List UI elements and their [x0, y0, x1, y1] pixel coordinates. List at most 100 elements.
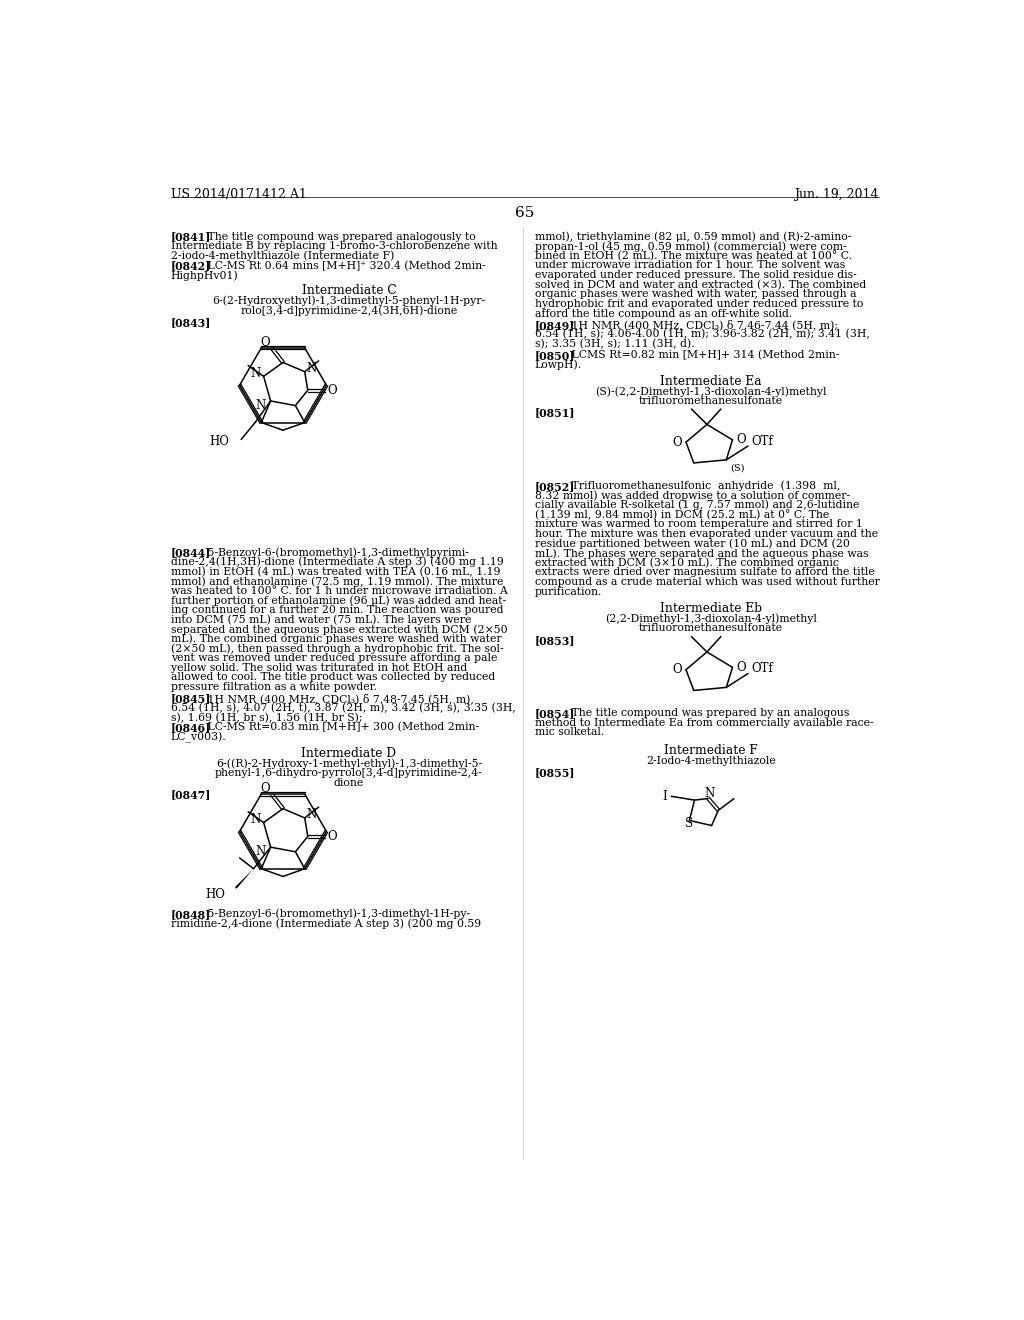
Text: evaporated under reduced pressure. The solid residue dis-: evaporated under reduced pressure. The s…	[535, 271, 857, 280]
Text: Intermediate Eb: Intermediate Eb	[659, 602, 762, 615]
Text: O: O	[673, 436, 682, 449]
Text: N: N	[251, 367, 261, 380]
Text: pressure filtration as a white powder.: pressure filtration as a white powder.	[171, 682, 377, 692]
Text: mixture was warmed to room temperature and stirred for 1: mixture was warmed to room temperature a…	[535, 519, 863, 529]
Text: phenyl-1,6-dihydro-pyrrolo[3,4-d]pyrimidine-2,4-: phenyl-1,6-dihydro-pyrrolo[3,4-d]pyrimid…	[215, 768, 482, 779]
Text: 2-Iodo-4-methylthiazole: 2-Iodo-4-methylthiazole	[646, 756, 775, 766]
Text: method to Intermediate Ea from commercially available race-: method to Intermediate Ea from commercia…	[535, 718, 873, 727]
Text: OTf: OTf	[751, 663, 773, 676]
Text: [0848]: [0848]	[171, 908, 211, 920]
Text: dione: dione	[334, 777, 364, 788]
Text: [0847]: [0847]	[171, 789, 211, 800]
Text: cially available R-solketal (1 g, 7.57 mmol) and 2,6-lutidine: cially available R-solketal (1 g, 7.57 m…	[535, 500, 859, 511]
Text: mL). The combined organic phases were washed with water: mL). The combined organic phases were wa…	[171, 634, 502, 644]
Text: solved in DCM and water and extracted (×3). The combined: solved in DCM and water and extracted (×…	[535, 280, 866, 290]
Text: organic phases were washed with water, passed through a: organic phases were washed with water, p…	[535, 289, 856, 300]
Text: propan-1-ol (45 mg, 0.59 mmol) (commercial) were com-: propan-1-ol (45 mg, 0.59 mmol) (commerci…	[535, 242, 847, 252]
Text: [0841]: [0841]	[171, 231, 211, 243]
Text: Trifluoromethanesulfonic  anhydride  (1.398  ml,: Trifluoromethanesulfonic anhydride (1.39…	[561, 480, 841, 491]
Text: [0842]: [0842]	[171, 260, 211, 272]
Text: s), 1.69 (1H, br s), 1.56 (1H, br S);: s), 1.69 (1H, br s), 1.56 (1H, br S);	[171, 713, 362, 723]
Text: [0854]: [0854]	[535, 708, 575, 719]
Text: Intermediate D: Intermediate D	[301, 747, 396, 760]
Text: 6-((R)-2-Hydroxy-1-methyl-ethyl)-1,3-dimethyl-5-: 6-((R)-2-Hydroxy-1-methyl-ethyl)-1,3-dim…	[216, 759, 482, 770]
Text: HO: HO	[209, 436, 228, 449]
Text: S: S	[685, 817, 693, 830]
Text: The title compound was prepared by an analogous: The title compound was prepared by an an…	[561, 708, 850, 718]
Text: 2-iodo-4-methylthiazole (Intermediate F): 2-iodo-4-methylthiazole (Intermediate F)	[171, 251, 394, 261]
Text: dine-2,4(1H,3H)-dione (Intermediate A step 3) (400 mg 1.19: dine-2,4(1H,3H)-dione (Intermediate A st…	[171, 557, 504, 568]
Text: LowpH).: LowpH).	[535, 359, 582, 370]
Text: LCMS Rt=0.82 min [M+H]+ 314 (Method 2min-: LCMS Rt=0.82 min [M+H]+ 314 (Method 2min…	[561, 350, 840, 360]
Text: purification.: purification.	[535, 586, 602, 597]
Text: N: N	[306, 808, 316, 821]
Text: 65: 65	[515, 206, 535, 220]
Text: O: O	[327, 384, 337, 397]
Text: vent was removed under reduced pressure affording a pale: vent was removed under reduced pressure …	[171, 653, 497, 663]
Text: O: O	[327, 830, 337, 843]
Text: O: O	[736, 661, 745, 675]
Text: O: O	[673, 663, 682, 676]
Text: under microwave irradiation for 1 hour. The solvent was: under microwave irradiation for 1 hour. …	[535, 260, 845, 271]
Text: s); 3.35 (3H, s); 1.11 (3H, d).: s); 3.35 (3H, s); 1.11 (3H, d).	[535, 339, 694, 350]
Text: 1H NMR (400 MHz, CDCl₃) δ 7.48-7.45 (5H, m),: 1H NMR (400 MHz, CDCl₃) δ 7.48-7.45 (5H,…	[197, 693, 474, 704]
Text: OTf: OTf	[751, 434, 773, 447]
Text: N: N	[705, 787, 715, 800]
Text: I: I	[663, 789, 668, 803]
Text: N: N	[255, 399, 265, 412]
Text: extracts were dried over magnesium sulfate to afford the title: extracts were dried over magnesium sulfa…	[535, 568, 874, 577]
Text: (S): (S)	[730, 463, 744, 473]
Text: 1H NMR (400 MHz, CDCl₃) δ 7.46-7.44 (5H, m);: 1H NMR (400 MHz, CDCl₃) δ 7.46-7.44 (5H,…	[561, 319, 839, 330]
Text: mmol), triethylamine (82 μl, 0.59 mmol) and (R)-2-amino-: mmol), triethylamine (82 μl, 0.59 mmol) …	[535, 231, 851, 242]
Text: residue partitioned between water (10 mL) and DCM (20: residue partitioned between water (10 mL…	[535, 539, 850, 549]
Text: (1.139 ml, 9.84 mmol) in DCM (25.2 mL) at 0° C. The: (1.139 ml, 9.84 mmol) in DCM (25.2 mL) a…	[535, 510, 829, 520]
Text: separated and the aqueous phase extracted with DCM (2×50: separated and the aqueous phase extracte…	[171, 624, 507, 635]
Text: O: O	[260, 783, 270, 795]
Text: O: O	[736, 433, 745, 446]
Text: into DCM (75 mL) and water (75 mL). The layers were: into DCM (75 mL) and water (75 mL). The …	[171, 615, 471, 626]
Text: 6.54 (1H, s); 4.06-4.00 (1H, m); 3.96-3.82 (2H, m); 3.41 (3H,: 6.54 (1H, s); 4.06-4.00 (1H, m); 3.96-3.…	[535, 330, 869, 339]
Text: (S)-(2,2-Dimethyl-1,3-dioxolan-4-yl)methyl: (S)-(2,2-Dimethyl-1,3-dioxolan-4-yl)meth…	[595, 387, 826, 397]
Text: Intermediate B by replacing 1-bromo-3-chlorobenzene with: Intermediate B by replacing 1-bromo-3-ch…	[171, 242, 498, 251]
Text: N: N	[251, 813, 261, 826]
Text: Jun. 19, 2014: Jun. 19, 2014	[795, 187, 879, 201]
Text: [0850]: [0850]	[535, 350, 575, 360]
Text: 5-Benzoyl-6-(bromomethyl)-1,3-dimethyl-1H-py-: 5-Benzoyl-6-(bromomethyl)-1,3-dimethyl-1…	[197, 908, 470, 919]
Text: [0852]: [0852]	[535, 480, 575, 491]
Text: 6-(2-Hydroxyethyl)-1,3-dimethyl-5-phenyl-1H-pyr-: 6-(2-Hydroxyethyl)-1,3-dimethyl-5-phenyl…	[212, 296, 485, 306]
Text: ing continued for a further 20 min. The reaction was poured: ing continued for a further 20 min. The …	[171, 605, 503, 615]
Text: afford the title compound as an off-white solid.: afford the title compound as an off-whit…	[535, 309, 793, 318]
Text: [0843]: [0843]	[171, 317, 211, 327]
Text: [0846]: [0846]	[171, 722, 211, 733]
Text: The title compound was prepared analogously to: The title compound was prepared analogou…	[197, 231, 476, 242]
Text: [0853]: [0853]	[535, 635, 575, 645]
Text: hydrophobic frit and evaporated under reduced pressure to: hydrophobic frit and evaporated under re…	[535, 298, 863, 309]
Text: Intermediate C: Intermediate C	[301, 284, 396, 297]
Text: trifluoromethanesulfonate: trifluoromethanesulfonate	[639, 623, 783, 634]
Text: yellow solid. The solid was triturated in hot EtOH and: yellow solid. The solid was triturated i…	[171, 663, 467, 673]
Text: compound as a crude material which was used without further: compound as a crude material which was u…	[535, 577, 880, 587]
Text: US 2014/0171412 A1: US 2014/0171412 A1	[171, 187, 306, 201]
Text: [0844]: [0844]	[171, 548, 211, 558]
Text: LC-MS Rt=0.83 min [M+H]+ 300 (Method 2min-: LC-MS Rt=0.83 min [M+H]+ 300 (Method 2mi…	[197, 722, 479, 733]
Text: trifluoromethanesulfonate: trifluoromethanesulfonate	[639, 396, 783, 407]
Text: rolo[3,4-d]pyrimidine-2,4(3H,6H)-dione: rolo[3,4-d]pyrimidine-2,4(3H,6H)-dione	[241, 305, 458, 315]
Text: [0855]: [0855]	[535, 767, 575, 779]
Text: HighpHv01): HighpHv01)	[171, 271, 239, 281]
Text: mL). The phases were separated and the aqueous phase was: mL). The phases were separated and the a…	[535, 548, 868, 558]
Text: [0849]: [0849]	[535, 319, 575, 331]
Text: 6.54 (1H, s), 4.07 (2H, t), 3.87 (2H, m), 3.42 (3H, s), 3.35 (3H,: 6.54 (1H, s), 4.07 (2H, t), 3.87 (2H, m)…	[171, 702, 515, 713]
Text: mic solketal.: mic solketal.	[535, 727, 604, 738]
Text: rimidine-2,4-dione (Intermediate A step 3) (200 mg 0.59: rimidine-2,4-dione (Intermediate A step …	[171, 919, 480, 929]
Text: (2×50 mL), then passed through a hydrophobic frit. The sol-: (2×50 mL), then passed through a hydroph…	[171, 644, 503, 655]
Text: 5-Benzoyl-6-(bromomethyl)-1,3-dimethylpyrimi-: 5-Benzoyl-6-(bromomethyl)-1,3-dimethylpy…	[197, 548, 469, 558]
Text: hour. The mixture was then evaporated under vacuum and the: hour. The mixture was then evaporated un…	[535, 529, 878, 539]
Text: mmol) and ethanolamine (72.5 mg, 1.19 mmol). The mixture: mmol) and ethanolamine (72.5 mg, 1.19 mm…	[171, 576, 503, 586]
Text: extracted with DCM (3×10 mL). The combined organic: extracted with DCM (3×10 mL). The combin…	[535, 557, 839, 568]
Text: LC_v003).: LC_v003).	[171, 731, 226, 743]
Text: (2,2-Dimethyl-1,3-dioxolan-4-yl)methyl: (2,2-Dimethyl-1,3-dioxolan-4-yl)methyl	[605, 614, 817, 624]
Text: N: N	[255, 845, 265, 858]
Text: HO: HO	[205, 888, 225, 902]
Text: allowed to cool. The title product was collected by reduced: allowed to cool. The title product was c…	[171, 672, 495, 682]
Text: further portion of ethanolamine (96 μL) was added and heat-: further portion of ethanolamine (96 μL) …	[171, 595, 506, 606]
